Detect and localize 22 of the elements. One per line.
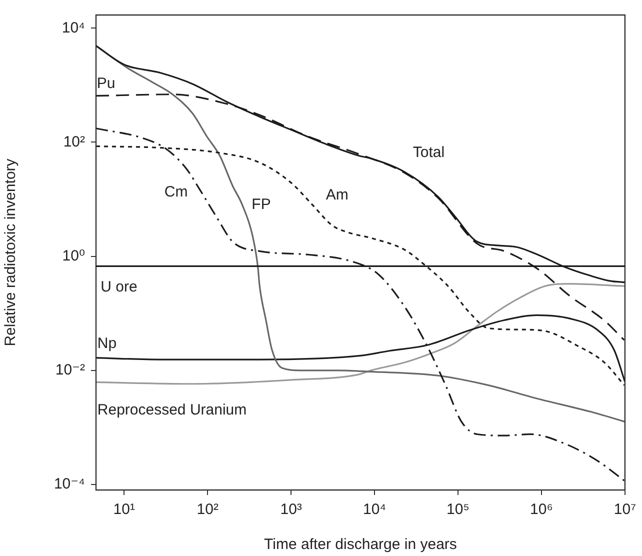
series-label: Np <box>97 334 117 352</box>
series-label: FP <box>252 196 271 213</box>
x-tick-label: 10² <box>196 501 218 518</box>
y-tick-label: 10² <box>63 133 85 150</box>
y-tick-label: 10⁰ <box>62 247 85 264</box>
x-tick-label: 10³ <box>280 501 302 518</box>
y-axis-title: Relative radiotoxic inventory <box>2 158 20 346</box>
series-label: Total <box>412 144 445 162</box>
y-tick-label: 10⁻⁴ <box>54 476 85 493</box>
series-label: Am <box>326 186 348 204</box>
x-tick-label: 10¹ <box>113 501 135 518</box>
y-tick-label: 10⁻² <box>55 362 85 379</box>
x-tick-label: 10⁵ <box>446 501 470 518</box>
series-label: Cm <box>164 184 188 201</box>
x-axis-title: Time after discharge in years <box>264 536 457 554</box>
x-tick-label: 10⁶ <box>530 501 553 518</box>
series-label: Reprocessed Uranium <box>97 401 247 418</box>
x-tick-label: 10⁴ <box>362 501 386 518</box>
x-tick-label: 10⁷ <box>614 501 636 518</box>
series-label: Pu <box>96 75 116 92</box>
y-tick-label: 10⁴ <box>62 19 85 36</box>
ref-line-label: U ore <box>100 278 138 296</box>
